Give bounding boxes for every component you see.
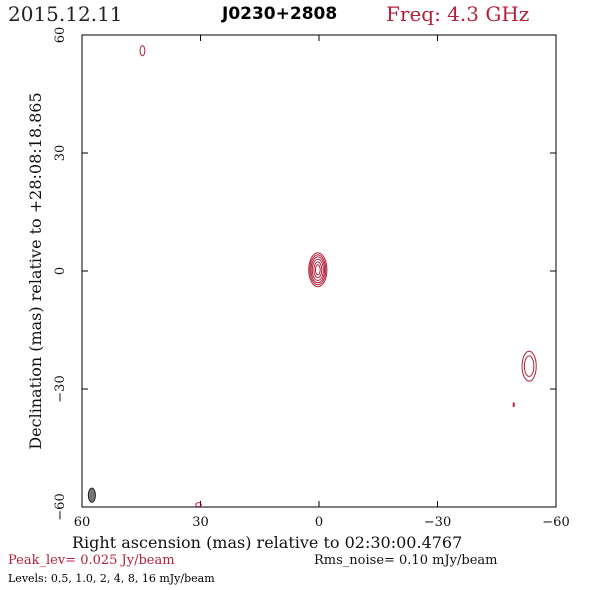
rms-noise-text: Rms_noise= 0.10 mJy/beam [314,553,498,568]
y-tick-label: 60 [53,27,68,44]
beam-ellipse-group [87,487,96,503]
x-tick-label: −30 [424,515,451,530]
axis-tick-labels: 60 30 0 −30 −60 −60 −30 0 30 60 [53,27,570,530]
frequency-label: Freq: 4.3 GHz [386,2,530,26]
contour-line-3-0 [195,502,202,508]
contour-line-0-0 [308,252,328,288]
x-tick-label: −60 [542,515,569,530]
observation-date: 2015.12.11 [8,2,123,26]
x-tick-label: 0 [315,515,323,530]
x-tick-label: 30 [192,515,209,530]
contour-line-0-5 [314,264,321,276]
source-name: J0230+2808 [222,4,338,24]
contour-line-0-3 [311,258,324,281]
contour-line-2-0 [139,45,146,57]
contour-line-4-0 [512,402,515,408]
x-axis-label: Right ascension (mas) relative to 02:30:… [72,533,463,552]
x-tick-label: 60 [74,515,91,530]
peak-level-text: Peak_lev= 0.025 Jy/beam [8,553,175,568]
contour-line-1-0 [521,350,537,382]
y-tick-label: −60 [53,493,68,520]
y-tick-label: 30 [53,145,68,162]
axis-ticks [81,34,557,508]
contour-layer [139,45,537,508]
contour-levels-text: Levels: 0.5, 1.0, 2, 4, 8, 16 mJy/beam [8,572,215,585]
y-axis-label: Declination (mas) relative to +28:08:18.… [26,92,45,450]
y-tick-label: 0 [53,267,68,275]
beam-ellipse [87,487,96,503]
contour-line-0-4 [313,261,323,279]
contour-line-1-1 [523,355,535,377]
y-tick-label: −30 [53,375,68,402]
contour-line-0-2 [310,256,326,284]
contour-line-0-1 [309,254,327,286]
plot-frame [81,34,557,508]
